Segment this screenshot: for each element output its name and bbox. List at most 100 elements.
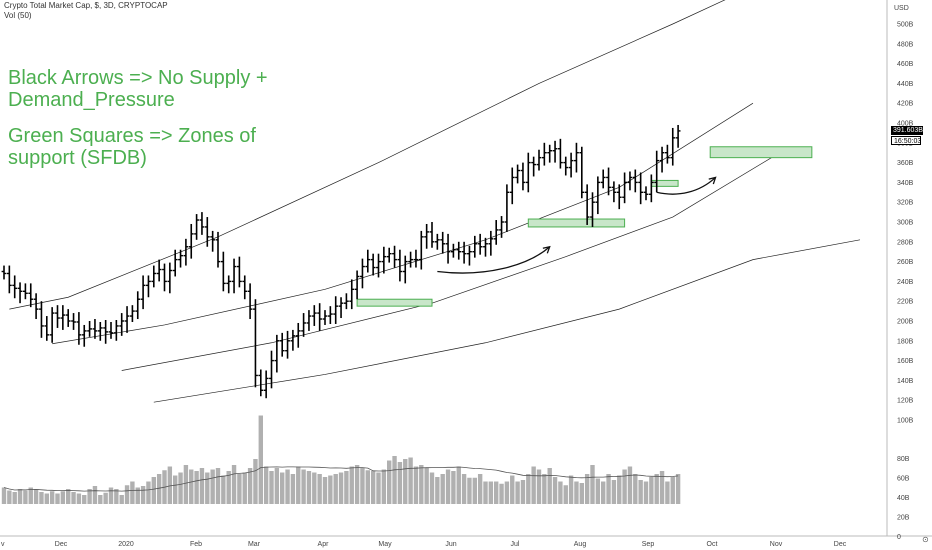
ohlc-bar xyxy=(162,263,167,292)
volume-bar xyxy=(55,493,60,504)
volume-bar xyxy=(633,474,638,504)
volume-bar xyxy=(290,474,296,504)
time-tick-label: Mar xyxy=(248,541,261,548)
ohlc-bar xyxy=(306,310,312,331)
time-axis[interactable]: v Dec 2020 Feb Mar Apr May Jun Jul Aug Sep Oct Nov De… xyxy=(1,541,847,548)
volume-bar xyxy=(33,489,39,504)
price-axis[interactable]: USD500B480B460B440B420B400B380B360B340B3… xyxy=(894,5,914,425)
ohlc-bar xyxy=(269,350,274,389)
ohlc-bar xyxy=(574,142,579,173)
ohlc-bar xyxy=(408,251,413,268)
price-tick-label: 440B xyxy=(897,81,914,88)
zoom-icon[interactable]: ⊙ xyxy=(922,535,929,544)
ohlc-bar xyxy=(12,275,18,299)
volume-bar xyxy=(595,478,601,504)
ohlc-bar xyxy=(552,140,558,163)
volume-bar xyxy=(472,477,477,504)
volume-bar xyxy=(237,474,242,504)
ohlc-bar xyxy=(6,265,12,294)
volume-bar xyxy=(584,474,590,504)
time-tick-label: Nov xyxy=(770,541,783,548)
time-tick-label: May xyxy=(378,541,392,548)
ohlc-bar xyxy=(413,249,419,268)
ohlc-bar xyxy=(627,171,633,191)
volume-bar xyxy=(504,481,510,504)
volume-bar xyxy=(654,474,659,504)
annotation-line-1: Black Arrows => No Supply + xyxy=(8,67,268,89)
ohlc-bar xyxy=(172,249,178,277)
volume-bar xyxy=(515,481,520,504)
ohlc-bar xyxy=(220,251,226,292)
ohlc-bar xyxy=(23,283,28,300)
volume-indicator-label[interactable]: Vol (50) xyxy=(4,11,32,20)
ohlc-bar xyxy=(333,296,339,324)
volume-axis: 80B 60B 40B 20B 0 xyxy=(897,456,910,541)
volume-bar xyxy=(403,459,408,504)
price-unit-label: USD xyxy=(894,5,909,12)
volume-bar xyxy=(253,459,258,504)
ohlc-bar xyxy=(477,233,483,255)
annotation-line-2: Demand_Pressure xyxy=(8,89,175,111)
ohlc-bar xyxy=(49,307,55,343)
volume-bar xyxy=(370,471,376,504)
volume-bar xyxy=(317,474,322,504)
ohlc-bar xyxy=(611,181,617,203)
ohlc-bar xyxy=(418,230,424,270)
ohlc-bar xyxy=(616,184,622,210)
ohlc-bar xyxy=(317,303,323,331)
ohlc-bar xyxy=(354,270,360,300)
ohlc-bar xyxy=(424,223,430,249)
ohlc-bar xyxy=(595,176,601,215)
volume-bar xyxy=(151,477,156,504)
volume-bar xyxy=(520,480,526,504)
volume-bar xyxy=(338,472,344,504)
volume-bar xyxy=(322,477,328,504)
volume-bar xyxy=(124,485,130,504)
volume-bar xyxy=(231,465,237,504)
volume-bar xyxy=(488,481,494,504)
volume-bar xyxy=(98,495,103,504)
ohlc-bar xyxy=(103,320,109,344)
volume-bar xyxy=(365,470,370,504)
volume-tick-label: 80B xyxy=(897,456,910,463)
time-tick-label: Dec xyxy=(834,541,847,548)
ohlc-bar xyxy=(493,220,499,245)
volume-bar xyxy=(328,475,333,504)
volume-bar xyxy=(285,469,290,504)
ohlc-bar xyxy=(156,259,162,282)
volume-bar xyxy=(189,469,194,504)
price-tick-label: 460B xyxy=(897,61,914,68)
volume-bar xyxy=(574,481,579,504)
price-tick-label: 280B xyxy=(897,239,914,246)
ohlc-bar xyxy=(279,332,285,357)
ohlc-bar xyxy=(445,233,451,264)
volume-bars xyxy=(1,415,681,504)
symbol-title[interactable]: Crypto Total Market Cap, $, 3D, CRYPTOCA… xyxy=(4,1,168,10)
ohlc-bar xyxy=(210,230,216,252)
volume-bar xyxy=(601,481,606,504)
volume-bar xyxy=(397,462,403,504)
ohlc-bar xyxy=(39,301,44,338)
volume-bar xyxy=(665,481,670,504)
volume-bar xyxy=(494,481,499,504)
ohlc-bar xyxy=(499,216,504,238)
volume-bar xyxy=(87,489,92,504)
ohlc-bar xyxy=(263,370,269,399)
ohlc-bar xyxy=(285,330,290,359)
ohlc-bar xyxy=(365,249,371,273)
volume-bar xyxy=(199,468,205,504)
ohlc-bar xyxy=(515,164,520,184)
ohlc-bar xyxy=(71,313,76,330)
ohlc-bar xyxy=(584,184,590,225)
volume-bar xyxy=(483,481,488,504)
time-tick-label: Oct xyxy=(707,541,718,548)
ohlc-bar xyxy=(563,156,569,176)
volume-bar xyxy=(547,468,552,504)
volume-bar xyxy=(60,491,66,504)
volume-bar xyxy=(183,465,189,504)
volume-bar xyxy=(419,465,424,504)
price-bars xyxy=(1,124,681,399)
volume-bar xyxy=(333,474,338,504)
volume-bar xyxy=(440,474,445,504)
